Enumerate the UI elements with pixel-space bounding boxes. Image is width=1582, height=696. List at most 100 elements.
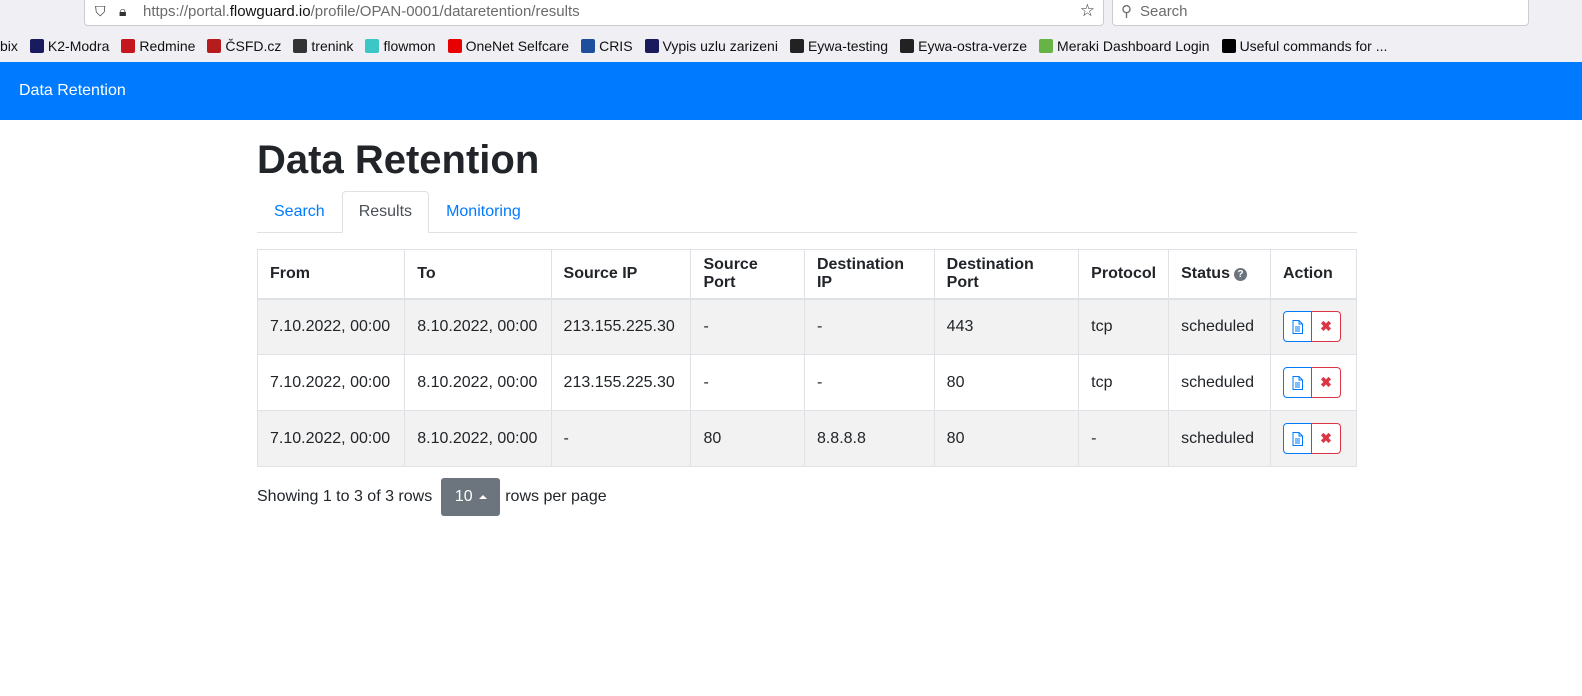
table-row: 7.10.2022, 00:00 8.10.2022, 00:00-80 8.8.8…: [256, 410, 1357, 467]
table-cell: 7.10.2022, 00:00: [256, 354, 406, 411]
close-icon: ✖: [1320, 430, 1332, 446]
delete-button[interactable]: ✖: [1312, 423, 1341, 454]
table-cell: scheduled: [1168, 298, 1271, 355]
table-cell: tcp: [1078, 354, 1170, 411]
bookmark-label: Useful commands for ...: [1239, 38, 1388, 54]
favicon-icon: [29, 39, 44, 53]
table-cell: 443: [933, 298, 1080, 355]
bookmark-item[interactable]: ČSFD.cz: [207, 38, 281, 54]
column-header: Protocol: [1078, 249, 1170, 300]
tab-monitoring[interactable]: Monitoring: [446, 203, 521, 220]
navbar: Data Retention: [0, 62, 1582, 120]
view-details-button[interactable]: [1283, 367, 1312, 398]
tab-results[interactable]: Results: [341, 191, 430, 233]
bookmark-item[interactable]: K2-Modra: [29, 38, 110, 54]
bookmark-item[interactable]: trenink: [293, 38, 353, 54]
table-cell: scheduled: [1168, 354, 1271, 411]
header-label: To: [417, 264, 436, 282]
table-cell: -: [690, 354, 805, 411]
search-icon: ⚲: [1121, 3, 1132, 20]
lock-icon: 🔒︎: [119, 3, 127, 19]
bookmark-label: Redmine: [139, 38, 196, 54]
table-header-row: From To Source IP Source Port Destination IP…: [256, 249, 1357, 300]
favicon-icon: [207, 39, 222, 53]
bookmark-label: Vypis uzlu zarizeni: [662, 38, 778, 54]
rows-per-page-label: rows per page: [505, 488, 607, 505]
question-circle-icon[interactable]: ?: [1233, 267, 1247, 281]
header-label: Destination Port: [946, 255, 1034, 291]
bookmark-item[interactable]: OneNet Selfcare: [447, 38, 569, 54]
action-buttons: ✖: [1283, 311, 1344, 343]
delete-button[interactable]: ✖: [1312, 367, 1341, 398]
header-label: Source IP: [563, 264, 638, 282]
action-cell: ✖: [1270, 410, 1357, 467]
header-label: Status: [1181, 264, 1230, 282]
favicon-icon: [1221, 39, 1236, 53]
table-cell: 8.10.2022, 00:00: [404, 354, 552, 411]
column-header: Status?: [1168, 249, 1271, 300]
favicon-icon: [121, 39, 136, 53]
caret-up-icon: [478, 495, 487, 499]
page-title: Data Retention: [257, 138, 540, 182]
bookmarks-bar: bix K2-Modra Redmine ČSFD.cz trenink flowmon O…: [0, 34, 1399, 58]
bookmark-star-icon[interactable]: ☆: [1079, 1, 1095, 20]
table-cell: scheduled: [1168, 410, 1271, 467]
favicon-icon: [447, 39, 462, 53]
action-buttons: ✖: [1283, 423, 1344, 454]
bookmark-item[interactable]: bix: [0, 38, 18, 54]
search-placeholder: Search: [1140, 2, 1188, 20]
table-cell: 8.8.8.8: [803, 410, 935, 467]
bookmark-label: CRIS: [599, 38, 633, 54]
table-cell: -: [803, 354, 935, 411]
header-label: Protocol: [1091, 264, 1157, 282]
table-row: 7.10.2022, 00:00 8.10.2022, 00:00 213.155.…: [256, 354, 1357, 411]
bookmark-label: bix: [0, 38, 18, 54]
view-details-button[interactable]: [1283, 423, 1312, 454]
bookmark-label: K2-Modra: [47, 38, 110, 54]
bookmark-label: ČSFD.cz: [225, 38, 282, 54]
favicon-icon: [293, 39, 308, 53]
address-bar[interactable]: ⛉ 🔒︎ https://portal.flowguard.io/profile…: [84, 0, 1104, 26]
table-cell: 7.10.2022, 00:00: [256, 410, 406, 467]
bookmark-item[interactable]: Useful commands for ...: [1221, 38, 1388, 54]
pagination-info: Showing 1 to 3 of 3 rows: [257, 488, 433, 505]
column-header: Source Port: [690, 249, 805, 300]
favicon-icon: [644, 39, 659, 53]
header-label: Source Port: [703, 255, 758, 291]
bookmark-item[interactable]: Vypis uzlu zarizeni: [644, 38, 778, 54]
table-cell: -: [1078, 410, 1170, 467]
tabs: Search Results Monitoring: [257, 191, 1357, 233]
favicon-icon: [581, 39, 596, 53]
table-cell: 7.10.2022, 00:00: [256, 298, 406, 355]
table-cell: -: [550, 410, 692, 467]
table-cell: 80: [933, 410, 1080, 467]
bookmark-item[interactable]: CRIS: [581, 38, 633, 54]
view-details-button[interactable]: [1283, 311, 1312, 343]
tab-search[interactable]: Search: [274, 203, 325, 220]
table-cell: 80: [933, 354, 1080, 411]
bookmark-item[interactable]: Meraki Dashboard Login: [1039, 38, 1210, 54]
bookmark-label: Eywa-ostra-verze: [918, 38, 1028, 54]
bookmark-item[interactable]: flowmon: [365, 38, 436, 54]
header-label: Destination IP: [816, 255, 905, 291]
bookmark-label: Meraki Dashboard Login: [1057, 38, 1210, 54]
browser-search-input[interactable]: ⚲ Search: [1112, 0, 1529, 26]
action-cell: ✖: [1270, 354, 1357, 411]
column-header: Source IP: [550, 249, 692, 300]
bookmark-item[interactable]: Eywa-testing: [789, 38, 888, 54]
column-header: To: [404, 249, 552, 300]
bookmark-label: trenink: [311, 38, 354, 54]
favicon-icon: [365, 39, 380, 53]
navbar-brand[interactable]: Data Retention: [19, 82, 126, 99]
document-icon: [1292, 431, 1303, 446]
document-icon: [1292, 375, 1303, 390]
page-size-dropdown[interactable]: 10: [441, 478, 501, 516]
table-cell: 8.10.2022, 00:00: [404, 298, 552, 355]
table-cell: -: [690, 298, 805, 355]
shield-icon: ⛉: [95, 3, 106, 19]
delete-button[interactable]: ✖: [1312, 311, 1341, 343]
bookmark-item[interactable]: Eywa-ostra-verze: [900, 38, 1027, 54]
page-size-value: 10: [454, 488, 473, 505]
bookmark-item[interactable]: Redmine: [121, 38, 195, 54]
table-cell: 80: [690, 410, 805, 467]
